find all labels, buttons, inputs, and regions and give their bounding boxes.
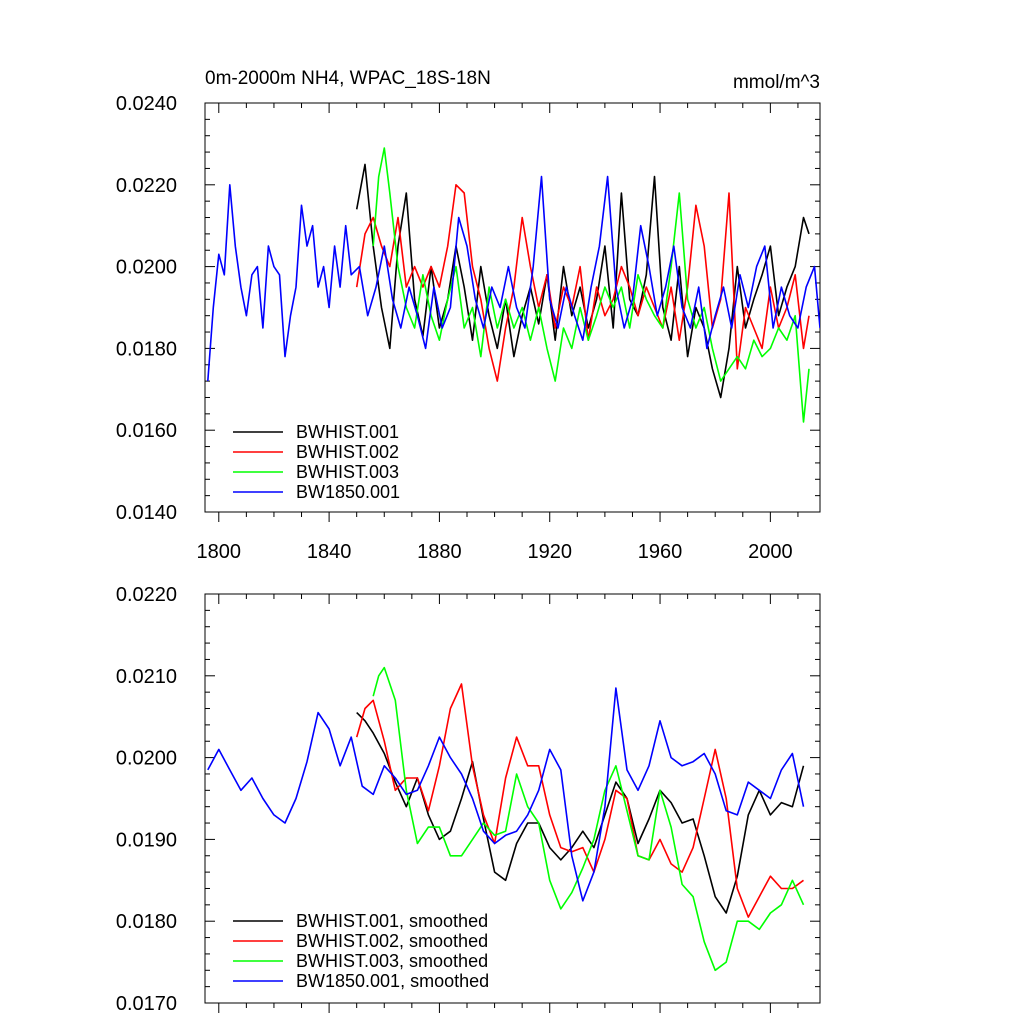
legend-label: BWHIST.003, smoothed bbox=[296, 951, 488, 971]
series-line-2 bbox=[355, 184, 810, 382]
series-line-4 bbox=[207, 687, 805, 902]
y-tick-label: 0.0180 bbox=[116, 911, 177, 933]
units-label: mmol/m^3 bbox=[733, 72, 820, 93]
series-line-4 bbox=[207, 175, 820, 382]
legend-label: BWHIST.002, smoothed bbox=[296, 931, 488, 951]
plot-frame bbox=[204, 102, 821, 513]
legend-label: BWHIST.001 bbox=[296, 422, 399, 442]
y-tick-label: 0.0220 bbox=[116, 175, 177, 197]
series-line-2 bbox=[355, 683, 804, 918]
bottom-panel: 0.0170 0.0180 0.0190 0.0200 0.0210 0.0220 BWHI… bbox=[116, 584, 821, 1015]
x-tick-label: 1880 bbox=[417, 541, 462, 563]
x-tick-label: 1840 bbox=[307, 541, 352, 563]
y-tick-label: 0.0180 bbox=[116, 338, 177, 360]
series-line-3 bbox=[372, 147, 810, 423]
y-tick-label: 0.0210 bbox=[116, 666, 177, 688]
legend-label: BW1850.001 bbox=[296, 482, 400, 502]
x-tick-label: 1960 bbox=[638, 541, 683, 563]
y-tick-label: 0.0160 bbox=[116, 420, 177, 442]
y-tick-label: 0.0220 bbox=[116, 584, 177, 606]
legend-label: BWHIST.001, smoothed bbox=[296, 911, 488, 931]
y-tick-label: 0.0170 bbox=[116, 993, 177, 1015]
legend-label: BWHIST.003 bbox=[296, 462, 399, 482]
y-tick-label: 0.0140 bbox=[116, 502, 177, 524]
x-tick-label: 2000 bbox=[748, 541, 793, 563]
legend-label: BW1850.001, smoothed bbox=[296, 971, 489, 991]
x-tick-label: 1920 bbox=[527, 541, 572, 563]
series-line-1 bbox=[356, 712, 805, 914]
series-line-3 bbox=[372, 666, 805, 972]
y-tick-label: 0.0190 bbox=[116, 829, 177, 851]
figure-title: 0m-2000m NH4, WPAC_18S-18N bbox=[205, 68, 491, 89]
top-panel: 0.0140 0.0160 0.0180 0.0200 0.0220 0.0240 1800… bbox=[116, 93, 821, 563]
plot-frame bbox=[204, 593, 821, 1004]
x-tick-label: 1800 bbox=[197, 541, 242, 563]
y-tick-label: 0.0240 bbox=[116, 93, 177, 115]
y-tick-label: 0.0200 bbox=[116, 748, 177, 770]
y-tick-label: 0.0200 bbox=[116, 257, 177, 279]
legend-label: BWHIST.002 bbox=[296, 442, 399, 462]
